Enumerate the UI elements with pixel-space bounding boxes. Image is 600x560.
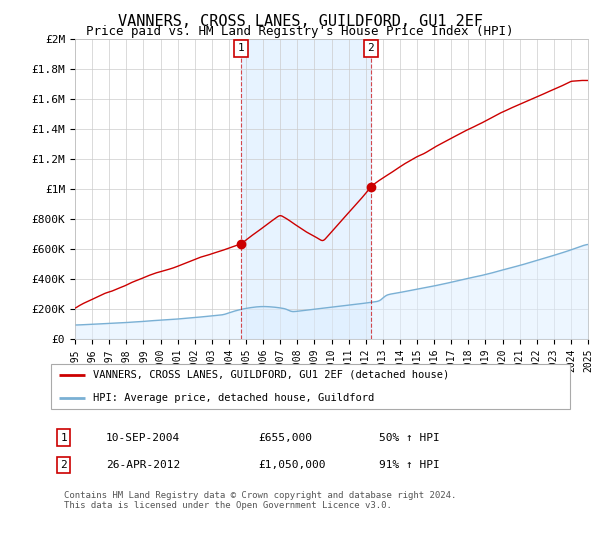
Text: 2: 2 xyxy=(61,460,67,470)
Text: 2: 2 xyxy=(367,43,374,53)
Text: 91% ↑ HPI: 91% ↑ HPI xyxy=(379,460,439,470)
FancyBboxPatch shape xyxy=(50,364,570,409)
Text: £1,050,000: £1,050,000 xyxy=(258,460,325,470)
Text: VANNERS, CROSS LANES, GUILDFORD, GU1 2EF (detached house): VANNERS, CROSS LANES, GUILDFORD, GU1 2EF… xyxy=(92,370,449,380)
Bar xyxy=(241,39,371,339)
Text: 1: 1 xyxy=(238,43,244,53)
Text: HPI: Average price, detached house, Guildford: HPI: Average price, detached house, Guil… xyxy=(92,393,374,403)
Text: £655,000: £655,000 xyxy=(258,432,312,442)
Text: 26-APR-2012: 26-APR-2012 xyxy=(106,460,180,470)
Text: 50% ↑ HPI: 50% ↑ HPI xyxy=(379,432,439,442)
Text: 10-SEP-2004: 10-SEP-2004 xyxy=(106,432,180,442)
Text: Price paid vs. HM Land Registry's House Price Index (HPI): Price paid vs. HM Land Registry's House … xyxy=(86,25,514,38)
Text: VANNERS, CROSS LANES, GUILDFORD, GU1 2EF: VANNERS, CROSS LANES, GUILDFORD, GU1 2EF xyxy=(118,14,482,29)
Text: Contains HM Land Registry data © Crown copyright and database right 2024.
This d: Contains HM Land Registry data © Crown c… xyxy=(64,491,456,510)
Text: 1: 1 xyxy=(61,432,67,442)
